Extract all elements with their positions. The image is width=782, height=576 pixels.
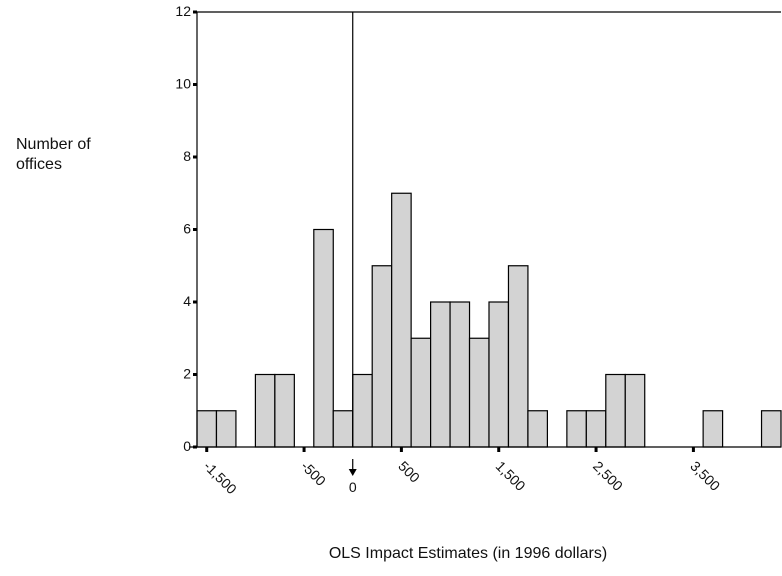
x-axis-label: OLS Impact Estimates (in 1996 dollars) (329, 545, 607, 562)
y-tick-label: 6 (183, 221, 191, 237)
reference-label: 0 (349, 479, 357, 495)
bar (760, 410, 782, 448)
y-tick-label: 12 (175, 3, 191, 19)
y-tick-label: 0 (183, 438, 191, 454)
bar (371, 265, 393, 448)
bar (391, 192, 412, 448)
y-axis-label: Number of offices (16, 136, 91, 173)
bar (254, 373, 276, 448)
bar (274, 373, 295, 448)
bar (196, 410, 218, 448)
bar (507, 265, 529, 448)
y-tick-label: 10 (175, 76, 191, 92)
bar (430, 301, 451, 448)
arrow-head (348, 469, 357, 476)
bar (624, 373, 646, 448)
bar (488, 301, 510, 448)
bar (449, 301, 471, 448)
bar (215, 410, 237, 448)
bar (527, 410, 549, 448)
y-tick-label: 4 (183, 293, 191, 309)
x-tick-label: 1,500 (493, 458, 529, 494)
bar (702, 410, 724, 448)
x-tick-label: 500 (395, 458, 423, 486)
bar (332, 410, 354, 448)
x-tick-label: -1,500 (201, 458, 241, 498)
bar (566, 410, 587, 448)
bar (468, 337, 490, 448)
bar (313, 228, 334, 448)
bar (585, 410, 607, 448)
x-tick-label: 2,500 (590, 458, 626, 494)
y-tick-label: 8 (183, 148, 191, 164)
bar (352, 373, 373, 448)
x-tick-label: -500 (298, 458, 329, 489)
bar (605, 373, 626, 448)
x-tick-label: 3,500 (687, 458, 723, 494)
y-tick-label: 2 (183, 366, 191, 382)
bar (410, 337, 432, 448)
